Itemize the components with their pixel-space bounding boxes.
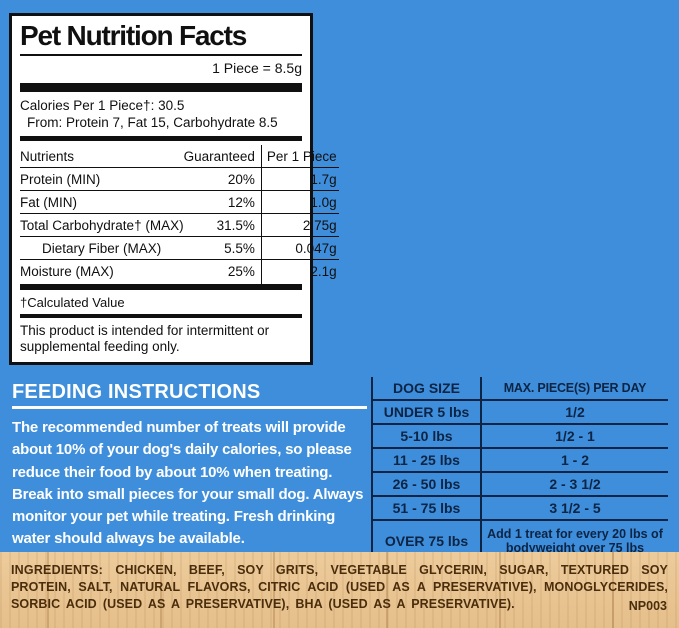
dog-size-cell: UNDER 5 lbs [373,401,482,423]
title-rule [20,54,302,56]
nutrient-per-piece-value: 1.0g [260,190,339,214]
pieces-per-day-cell: 1 - 2 [560,452,589,468]
dog-size-cell: OVER 75 lbs [373,521,482,561]
nutrient-row: Protein (MIN) 20% 1.7g [20,167,339,191]
thick-divider-bar [20,284,302,290]
feeding-disclaimer: This product is intended for intermitten… [20,323,270,354]
ingredients-paragraph: INGREDIENTS: CHICKEN, BEEF, SOY GRITS, V… [0,552,679,613]
nutrient-name: Total Carbohydrate† (MAX) [20,213,184,237]
dog-table-row: 11 - 25 lbs 1 - 2 [373,449,668,473]
serving-size: 1 Piece = 8.5g [212,60,302,76]
nutrients-table: Nutrients Guaranteed Per 1 Piece Protein… [20,145,339,284]
dog-size-cell: 11 - 25 lbs [373,449,482,471]
dog-table-header-row: DOG SIZE MAX. PIECE(S) PER DAY [373,377,668,401]
dog-size-header: DOG SIZE [373,377,482,399]
dog-size-cell: 51 - 75 lbs [373,497,482,519]
nutrient-guaranteed-value: 20% [183,167,262,191]
nutrients-col-header: Nutrients [20,145,184,168]
panel-title: Pet Nutrition Facts [20,20,247,51]
nutrient-per-piece-value: 2.75g [260,213,339,237]
feeding-instructions-heading: FEEDING INSTRUCTIONS [12,381,261,403]
pieces-per-day-cell: 3 1/2 - 5 [549,500,601,516]
ingredients-label: INGREDIENTS: [11,563,103,577]
nutrient-name: Dietary Fiber (MAX) [20,236,184,260]
thick-divider-bar [20,314,302,318]
nutrient-name: Fat (MIN) [20,190,184,214]
dog-table-row: 26 - 50 lbs 2 - 3 1/2 [373,473,668,497]
nutrient-per-piece-value: 0.047g [260,236,339,260]
calories-from-line: From: Protein 7, Fat 15, Carbohydrate 8.… [27,115,278,130]
thick-divider-bar [20,136,302,141]
nutrient-per-piece-value: 2.1g [260,259,339,284]
dog-table-row: 5-10 lbs 1/2 - 1 [373,425,668,449]
nutrient-row: Total Carbohydrate† (MAX) 31.5% 2.75g [20,213,339,237]
nutrient-name: Moisture (MAX) [20,264,114,279]
max-pieces-header: MAX. PIECE(S) PER DAY [503,381,647,395]
dog-size-table: DOG SIZE MAX. PIECE(S) PER DAY UNDER 5 l… [371,377,668,561]
nutrient-per-piece-value: 1.7g [260,167,339,191]
nutrient-guaranteed-value: 12% [183,190,262,214]
feeding-instructions-section: FEEDING INSTRUCTIONS The recommended num… [12,381,367,551]
ingredients-strip: INGREDIENTS: CHICKEN, BEEF, SOY GRITS, V… [0,552,679,628]
product-code: NP003 [628,599,667,613]
calculated-value-footnote: †Calculated Value [20,295,125,310]
nutrient-guaranteed-value: 5.5% [183,236,262,260]
pieces-per-day-cell: 1/2 - 1 [555,428,595,444]
pieces-per-day-cell: Add 1 treat for every 20 lbs of bodyweig… [487,526,663,556]
feeding-instructions-body: The recommended number of treats will pr… [12,419,364,548]
nutrient-guaranteed-value: 25% [227,264,255,279]
dog-size-cell: 5-10 lbs [373,425,482,447]
nutrient-row: Fat (MIN) 12% 1.0g [20,190,339,214]
pieces-per-day-cell: 2 - 3 1/2 [549,476,601,492]
ingredients-list: CHICKEN, BEEF, SOY GRITS, VEGETABLE GLYC… [11,563,668,611]
nutrient-guaranteed-value: 31.5% [183,213,262,237]
dog-size-cell: 26 - 50 lbs [373,473,482,495]
pieces-per-day-cell: 1/2 [565,404,585,420]
thick-divider-bar [20,83,302,92]
nutrient-name: Protein (MIN) [20,167,184,191]
dog-table-row: 51 - 75 lbs 3 1/2 - 5 [373,497,668,521]
nutrition-facts-panel: Pet Nutrition Facts 1 Piece = 8.5g Calor… [9,13,339,365]
guaranteed-col-header: Guaranteed [183,145,262,168]
dog-table-row: UNDER 5 lbs 1/2 [373,401,668,425]
nutrient-row: Dietary Fiber (MAX) 5.5% 0.047g [20,236,339,260]
calories-line: Calories Per 1 Piece†: 30.5 [20,98,185,113]
dog-table-row: OVER 75 lbs Add 1 treat for every 20 lbs… [373,521,668,561]
heading-underline [12,406,367,409]
nutrient-row: Moisture (MAX) 25% 2.1g [20,259,339,284]
nutrients-header-row: Nutrients Guaranteed Per 1 Piece [20,145,339,168]
per-piece-col-header: Per 1 Piece [260,145,339,168]
